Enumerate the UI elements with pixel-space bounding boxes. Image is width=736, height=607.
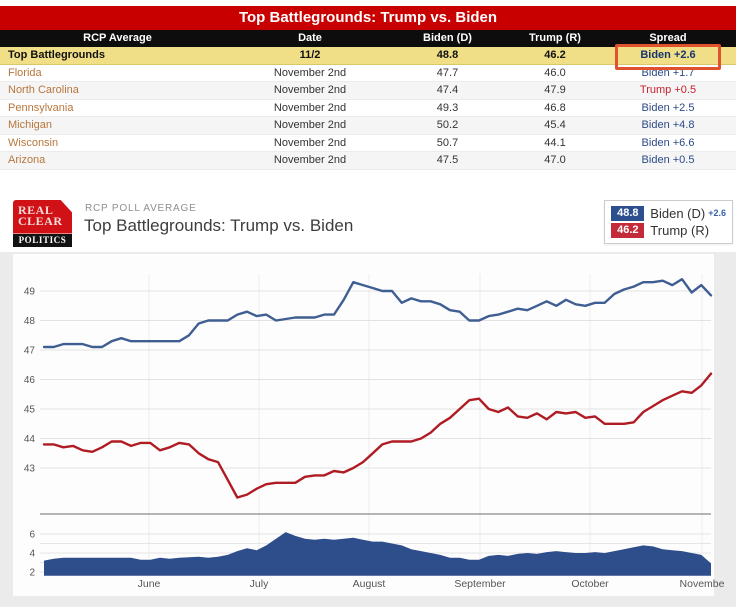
row-spread: Biden +4.8 bbox=[641, 119, 695, 131]
biden-legend-label: Biden (D) bbox=[650, 205, 706, 221]
rcp-logo-politics-band: POLITICS bbox=[13, 233, 72, 247]
row-date: November 2nd bbox=[273, 84, 347, 96]
row-biden-value: 50.2 bbox=[436, 119, 459, 131]
row-spread: Biden +6.6 bbox=[641, 136, 695, 149]
spread-area bbox=[44, 531, 711, 576]
table-row: Wisconsin November 2nd 50.7 44.1 Biden +6.6 bbox=[0, 134, 736, 152]
row-spread: Biden +0.5 bbox=[641, 154, 695, 166]
row-trump-value: 46.8 bbox=[544, 101, 566, 114]
row-name[interactable]: North Carolina bbox=[8, 84, 79, 96]
mini-y-axis-tick: 6 bbox=[29, 529, 35, 540]
row-name[interactable]: Florida bbox=[8, 66, 42, 79]
x-axis-month-label: October bbox=[571, 578, 609, 590]
row-spread: Biden +2.6 bbox=[600, 44, 736, 70]
row-spread: Trump +0.5 bbox=[639, 84, 697, 96]
row-trump-value: 47.9 bbox=[544, 84, 566, 96]
table-row: Top Battlegrounds 11/2 48.8 46.2 Biden +2.6 bbox=[0, 44, 736, 70]
chart-title: Top Battlegrounds: Trump vs. Biden bbox=[84, 215, 354, 235]
row-biden-value: 47.7 bbox=[436, 66, 459, 79]
y-axis-tick: 43 bbox=[24, 463, 36, 474]
table-row: Michigan November 2nd 50.2 45.4 Biden +4.8 bbox=[0, 117, 736, 135]
rcp-logo[interactable]: REAL CLEAR POLITICS bbox=[13, 199, 72, 247]
row-biden-value: 50.7 bbox=[436, 136, 459, 149]
col-header-trump: Trump (R) bbox=[529, 32, 581, 44]
row-biden-value: 48.8 bbox=[436, 49, 459, 61]
row-trump-value: 45.4 bbox=[544, 119, 566, 131]
row-trump-value: 46.0 bbox=[544, 66, 566, 79]
trump-value-chip: 46.2 bbox=[611, 222, 645, 238]
row-name[interactable]: Arizona bbox=[8, 154, 46, 166]
col-header-rcp-average: RCP Average bbox=[83, 32, 152, 44]
col-header-biden: Biden (D) bbox=[423, 32, 472, 44]
chart-kicker: RCP POLL AVERAGE bbox=[85, 202, 197, 214]
x-axis-month-label: Novembe bbox=[680, 578, 725, 590]
row-name[interactable]: Pennsylvania bbox=[8, 101, 74, 114]
row-date: November 2nd bbox=[273, 66, 347, 79]
table-title-bar: Top Battlegrounds: Trump vs. Biden bbox=[0, 6, 736, 30]
col-header-spread: Spread bbox=[649, 32, 687, 44]
row-date: 11/2 bbox=[299, 49, 321, 61]
plot-area[interactable]: 49 48 47 46 45 44 43 6 4 2 June July August September… bbox=[13, 253, 725, 596]
col-header-date: Date bbox=[298, 32, 322, 44]
row-date: November 2nd bbox=[273, 119, 347, 131]
table-header-row: RCP Average Date Biden (D) Trump (R) Spr… bbox=[0, 30, 736, 47]
chart-header: REAL CLEAR POLITICS RCP POLL AVERAGE Top… bbox=[0, 191, 736, 252]
row-date: November 2nd bbox=[273, 154, 347, 166]
table-row: Arizona November 2nd 47.5 47.0 Biden +0.5 bbox=[0, 152, 736, 170]
y-axis-tick: 47 bbox=[24, 345, 36, 356]
row-spread: Biden +1.7 bbox=[641, 66, 695, 79]
row-name[interactable]: Wisconsin bbox=[8, 136, 59, 149]
chart-panel: 49 48 47 46 45 44 43 6 4 2 June July August September… bbox=[0, 251, 736, 607]
biden-line bbox=[42, 277, 713, 348]
trump-legend-label: Trump (R) bbox=[650, 222, 710, 238]
row-date: November 2nd bbox=[273, 136, 347, 149]
y-axis-tick: 49 bbox=[24, 286, 36, 297]
x-axis-month-label: August bbox=[353, 578, 386, 590]
y-axis-tick: 46 bbox=[24, 375, 36, 386]
rcp-table-body: Top Battlegrounds 11/2 48.8 46.2 Biden +2.6 F… bbox=[0, 44, 736, 170]
x-axis-month-label: June bbox=[138, 578, 161, 590]
mini-y-axis-tick: 2 bbox=[29, 567, 35, 578]
y-axis-tick: 48 bbox=[24, 316, 36, 327]
row-date: November 2nd bbox=[273, 101, 347, 114]
table-row: North Carolina November 2nd 47.4 47.9 Trump … bbox=[0, 82, 736, 100]
row-biden-value: 47.5 bbox=[436, 154, 459, 166]
poll-chart-svg: 49 48 47 46 45 44 43 6 4 2 June July August September… bbox=[24, 273, 725, 590]
row-biden-value: 47.4 bbox=[436, 84, 459, 96]
row-trump-value: 44.1 bbox=[544, 136, 566, 149]
biden-value-chip: 48.8 bbox=[611, 205, 645, 221]
row-trump-value: 47.0 bbox=[544, 154, 566, 166]
x-axis-month-label: July bbox=[250, 578, 269, 590]
legend-row-biden: 48.8 Biden (D) +2.6 bbox=[611, 205, 726, 221]
x-axis-month-label: September bbox=[454, 578, 506, 590]
rcp-logo-red-box: REAL CLEAR bbox=[13, 199, 72, 234]
row-trump-value: 46.2 bbox=[544, 49, 566, 61]
y-axis-tick: 45 bbox=[24, 404, 36, 415]
row-spread: Biden +2.5 bbox=[641, 101, 695, 114]
table-row: Florida November 2nd 47.7 46.0 Biden +1.7 bbox=[0, 64, 736, 82]
row-name[interactable]: Michigan bbox=[8, 119, 53, 131]
row-biden-value: 49.3 bbox=[436, 101, 459, 114]
poll-chart-widget: REAL CLEAR POLITICS RCP POLL AVERAGE Top… bbox=[0, 191, 736, 607]
chart-legend: 48.8 Biden (D) +2.6 46.2 Trump (R) bbox=[604, 199, 733, 244]
row-name: Top Battlegrounds bbox=[8, 49, 105, 61]
trump-line bbox=[42, 371, 713, 499]
legend-row-trump: 46.2 Trump (R) bbox=[611, 222, 726, 238]
biden-legend-spread: +2.6 bbox=[708, 208, 726, 218]
y-axis-tick: 44 bbox=[24, 434, 36, 445]
table-row: Pennsylvania November 2nd 49.3 46.8 Biden +2… bbox=[0, 99, 736, 117]
mini-y-axis-tick: 4 bbox=[29, 548, 35, 559]
